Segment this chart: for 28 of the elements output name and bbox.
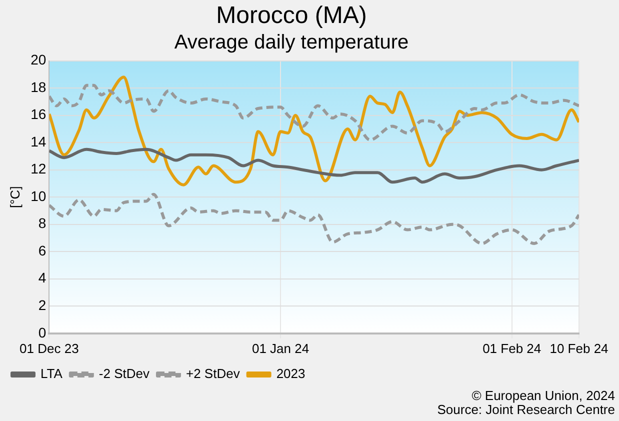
text: © European Union, 2024 — [472, 388, 615, 404]
legend-label: -2 StDev — [98, 366, 150, 382]
x-tick-label: 01 Dec 23 — [20, 340, 79, 356]
line-series — [49, 192, 579, 245]
y-tick-label: 18 — [30, 78, 46, 95]
y-tick-label: 0 — [38, 324, 46, 340]
line-series — [49, 84, 579, 142]
y-tick-label: 10 — [30, 188, 46, 204]
y-tick-label: 8 — [38, 215, 46, 232]
line-series — [49, 76, 579, 186]
line-series — [49, 148, 579, 184]
legend-label: +2 StDev — [186, 366, 240, 382]
y-tick-label: 6 — [38, 242, 46, 258]
legend-label: 2023 — [276, 366, 306, 382]
y-tick-label: 14 — [30, 133, 46, 150]
y-tick-label: 20 — [30, 52, 46, 68]
chart-subtitle: Average daily temperature — [174, 31, 409, 54]
y-tick-label: 16 — [30, 106, 46, 122]
chart-title: Morocco (MA) — [216, 2, 367, 30]
legend-label: LTA — [40, 366, 63, 382]
source-note: Source: Joint Research Centre — [437, 402, 615, 418]
y-tick-label: 4 — [38, 270, 46, 286]
y-tick-label: 12 — [30, 160, 46, 177]
x-tick-label: 10 Feb 24 — [550, 340, 608, 356]
x-tick-label: 01 Feb 24 — [482, 340, 542, 356]
x-tick-label: 01 Jan 24 — [252, 340, 310, 356]
y-tick-label: 2 — [38, 297, 46, 313]
y-axis-title: [°C] — [7, 186, 22, 208]
